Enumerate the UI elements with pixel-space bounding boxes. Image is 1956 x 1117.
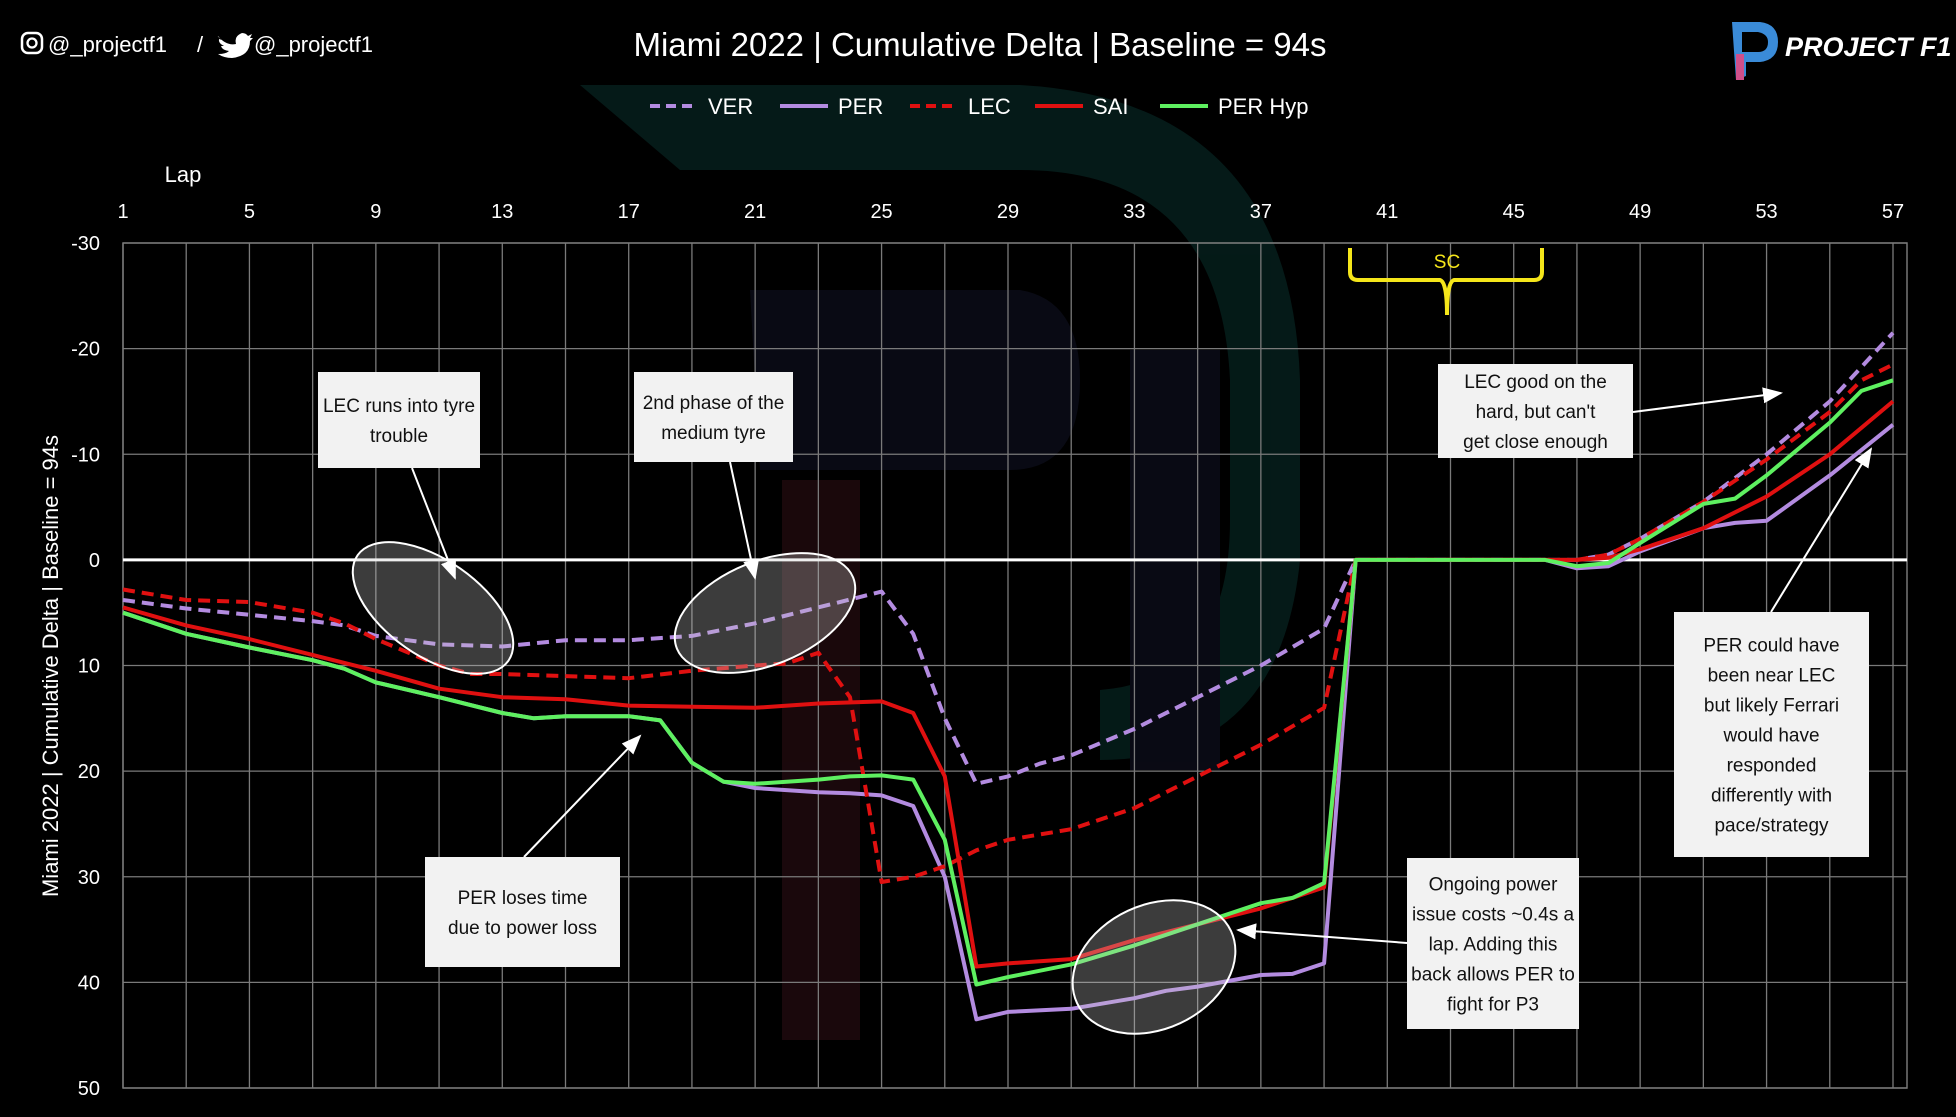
annotation-text: trouble <box>370 426 428 447</box>
series <box>122 331 1895 1022</box>
legend-label: PER <box>838 94 883 119</box>
annotation-arrow <box>1632 387 1783 413</box>
x-tick-label: 17 <box>618 201 640 223</box>
annotations: LEC runs into tyre trouble 2nd phase of th… <box>318 364 1873 1035</box>
sc-label: SC <box>1434 252 1460 273</box>
annotation-box <box>425 857 620 967</box>
y-tick-label: -10 <box>71 444 100 466</box>
annotation-text: back allows PER to <box>1411 965 1575 986</box>
legend-label: PER Hyp <box>1218 94 1308 119</box>
annotation-text: Ongoing power <box>1429 875 1559 896</box>
watermark-logo <box>580 85 1300 1040</box>
annotation-arrow <box>523 734 642 858</box>
x-tick-label: 49 <box>1629 201 1651 223</box>
annotation-text: due to power loss <box>448 918 597 939</box>
y-tick-label: 40 <box>78 972 100 994</box>
series-line-lec <box>122 362 1894 884</box>
twitter-handle: @_projectf1 <box>254 32 373 57</box>
y-tick-label: 10 <box>78 656 100 678</box>
legend-label: VER <box>708 94 753 119</box>
x-tick-label: 41 <box>1376 201 1398 223</box>
annotation-arrow <box>411 467 456 580</box>
annotation-text: issue costs ~0.4s a <box>1412 905 1575 926</box>
annotation-box <box>1674 612 1869 857</box>
annotation-box <box>318 372 480 468</box>
x-tick-label: 33 <box>1123 201 1145 223</box>
y-axis-title: Miami 2022 | Cumulative Delta | Baseline… <box>38 435 63 897</box>
x-axis-title: Lap <box>165 162 202 187</box>
highlight-ellipse <box>1071 899 1237 1035</box>
series-line-sai <box>122 399 1895 969</box>
highlight-ellipse <box>351 541 515 675</box>
annotation-arrow <box>729 461 760 580</box>
project-f1-logo: PROJECT F1 <box>1732 22 1952 80</box>
y-tick-label: 0 <box>89 550 100 572</box>
annotation-text: PER loses time <box>458 888 588 909</box>
x-tick-label: 21 <box>744 201 766 223</box>
annotation-text: would have <box>1722 726 1819 747</box>
y-tick-label: -30 <box>71 233 100 255</box>
annotation-box <box>1407 858 1579 1029</box>
annotation-text: pace/strategy <box>1714 816 1829 837</box>
x-tick-label: 45 <box>1503 201 1525 223</box>
x-tick-label: 37 <box>1250 201 1272 223</box>
annotation-text: differently with <box>1711 786 1832 807</box>
x-tick-label: 29 <box>997 201 1019 223</box>
y-tick-label: 20 <box>78 761 100 783</box>
handle-separator: / <box>197 32 204 57</box>
annotation-text: get close enough <box>1463 432 1608 453</box>
legend-label: LEC <box>968 94 1011 119</box>
series-line-per-hyp <box>122 378 1894 987</box>
sc-bracket <box>1348 248 1544 316</box>
y-tick-label: 50 <box>78 1078 100 1100</box>
x-tick-label: 57 <box>1882 201 1904 223</box>
ticks: 1 5 9 13 17 21 25 29 33 37 41 45 49 53 57 -30 -20 -10 0 10 2… <box>71 201 1904 1100</box>
annotation-box <box>634 372 793 462</box>
annotation-text: fight for P3 <box>1447 995 1539 1016</box>
annotation-text: medium tyre <box>661 423 766 444</box>
legend: VER PER LEC SAI PER Hyp <box>650 94 1308 119</box>
y-tick-label: 30 <box>78 867 100 889</box>
x-tick-label: 25 <box>870 201 892 223</box>
twitter-icon <box>217 33 253 58</box>
safety-car-bracket: SC <box>1348 248 1544 316</box>
instagram-handle: @_projectf1 <box>48 32 167 57</box>
x-tick-label: 53 <box>1755 201 1777 223</box>
annotation-text: been near LEC <box>1708 666 1836 687</box>
instagram-icon <box>20 31 44 55</box>
annotation-box <box>1438 364 1633 458</box>
annotation-text: hard, but can't <box>1476 402 1597 423</box>
x-tick-label: 13 <box>491 201 513 223</box>
annotation-text: but likely Ferrari <box>1704 696 1839 717</box>
annotation-text: LEC good on the <box>1464 372 1607 393</box>
annotation-text: LEC runs into tyre <box>323 396 475 417</box>
y-tick-label: -20 <box>71 339 100 361</box>
chart-title: Miami 2022 | Cumulative Delta | Baseline… <box>633 26 1326 63</box>
annotation-arrow <box>1770 447 1873 613</box>
annotation-text: PER could have <box>1703 636 1839 657</box>
x-tick-label: 5 <box>244 201 255 223</box>
logo-text: PROJECT F1 <box>1785 32 1952 62</box>
annotation-arrow <box>1236 923 1408 944</box>
legend-label: SAI <box>1093 94 1128 119</box>
annotation-text: lap. Adding this <box>1429 935 1558 956</box>
annotation-text: responded <box>1727 756 1817 777</box>
social-handles: @_projectf1 / @_projectf1 <box>20 31 373 58</box>
x-tick-label: 9 <box>370 201 381 223</box>
x-tick-label: 1 <box>117 201 128 223</box>
annotation-text: 2nd phase of the <box>643 393 785 414</box>
